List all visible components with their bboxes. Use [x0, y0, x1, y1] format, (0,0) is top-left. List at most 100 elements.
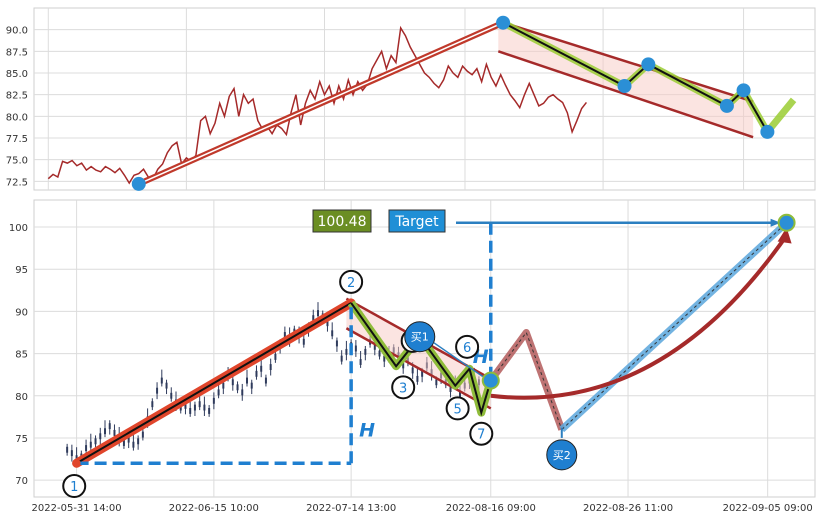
candle-body — [212, 397, 215, 404]
candle-body — [250, 382, 253, 389]
candle-body — [302, 338, 305, 345]
candle-body — [269, 364, 272, 371]
top-zigzag-inner — [502, 21, 769, 133]
candle-body — [283, 332, 286, 338]
buy1-connector — [433, 342, 484, 378]
candle-body — [260, 365, 263, 372]
candle-body — [141, 431, 144, 438]
candle-body — [231, 379, 234, 386]
candle-body — [274, 353, 277, 360]
candle-body — [217, 389, 220, 396]
candle-body — [222, 382, 225, 389]
bottom-y-tick-label: 90 — [15, 307, 28, 318]
bottom-x-tick-label: 2022-06-15 10:00 — [169, 503, 259, 514]
wave-label-circle — [445, 396, 470, 421]
top-y-tick-label: 72.5 — [6, 177, 28, 188]
top-marker-point — [719, 98, 734, 113]
candle-body — [189, 407, 192, 414]
buy-label-circle — [404, 321, 436, 353]
candle-body — [156, 387, 159, 394]
candle-body — [104, 428, 106, 435]
bottom-marker-point — [777, 213, 796, 232]
candle-body — [99, 433, 102, 440]
candle-body — [193, 404, 196, 411]
target-value-box — [312, 209, 372, 233]
bottom-y-tick-label: 80 — [15, 392, 28, 403]
buy-label-text: 买2 — [553, 449, 571, 462]
top-y-tick-label: 90.0 — [6, 26, 28, 37]
top-marker-point — [617, 79, 632, 93]
bottom-marker-point — [481, 371, 500, 390]
target-label-text: Target — [394, 214, 439, 230]
candle-body — [122, 440, 125, 446]
candle-body — [416, 375, 419, 382]
top-panel: 72.5 75.0 77.5 80.0 82.5 85.0 87.5 90.0 — [6, 7, 816, 191]
candle-body — [160, 377, 163, 384]
bottom-x-tick-label: 2022-08-16 09:00 — [446, 503, 536, 514]
candle-body — [373, 343, 376, 350]
candle-body — [421, 370, 424, 377]
target-arrow-head — [770, 218, 781, 227]
bottom-zigzag-inner — [350, 302, 492, 417]
candle-body — [459, 391, 461, 398]
candle-body — [402, 362, 405, 369]
wave-label-circle — [339, 269, 364, 294]
wave-label-text: 3 — [399, 381, 407, 396]
candle-body — [241, 389, 244, 396]
target-value-text: 100.48 — [318, 214, 367, 230]
wave-label-text: 6 — [463, 341, 471, 356]
candle-body — [85, 445, 88, 452]
candle-body — [236, 384, 239, 391]
wave-label-text: 5 — [453, 402, 461, 417]
wave-label-text: 2 — [347, 276, 355, 291]
bottom-y-tick-label: 95 — [15, 265, 28, 276]
candle-body — [312, 315, 315, 322]
candle-body — [203, 404, 206, 411]
top-y-tick-label: 77.5 — [6, 134, 28, 145]
top-marker-point — [496, 15, 511, 30]
candle-body — [335, 340, 338, 347]
candle-body — [264, 377, 267, 384]
candle-body — [246, 377, 248, 384]
top-y-tick-label: 75.0 — [6, 156, 28, 167]
wave-label-circle — [62, 474, 87, 499]
candle-body — [449, 386, 452, 392]
top-y-tick-label: 87.5 — [6, 47, 28, 58]
wave-label-circle — [391, 375, 416, 400]
target-label-box — [388, 209, 446, 233]
wave-label-circle — [469, 421, 494, 446]
bottom-y-tick-label: 70 — [15, 476, 28, 487]
wave-label-text: 1 — [70, 480, 78, 495]
candle-body — [317, 310, 319, 317]
bottom-y-tick-label: 75 — [15, 434, 28, 445]
top-y-tick-label: 80.0 — [6, 112, 28, 123]
candle-body — [170, 392, 173, 399]
curved-arrow — [490, 234, 789, 400]
candle-body — [89, 441, 92, 448]
candle-body — [198, 401, 201, 408]
candle-body — [435, 379, 438, 386]
buy-label-text: 买1 — [411, 331, 429, 344]
top-trend-line-inner — [138, 22, 504, 185]
bottom-x-tick-label: 2022-09-05 09:00 — [723, 503, 813, 514]
start-dot — [72, 459, 81, 468]
buy-label-circle — [546, 439, 578, 471]
candle-body — [359, 359, 362, 365]
bottom-x-tick-label: 2022-05-31 14:00 — [32, 503, 122, 514]
candle-body — [70, 450, 73, 457]
curved-arrow-head — [777, 227, 792, 244]
candle-body — [378, 350, 381, 357]
bottom-y-tick-label: 100 — [9, 223, 28, 234]
candle-body — [364, 348, 367, 355]
candle-body — [345, 348, 348, 355]
candle-body — [108, 423, 111, 430]
wave-label-text: 7 — [477, 428, 485, 443]
projection-line-blue-inner — [561, 222, 787, 430]
top-channel-upper — [497, 19, 754, 103]
top-marker-point — [736, 83, 751, 98]
candle-body — [383, 355, 386, 362]
top-price-line — [47, 25, 588, 185]
bottom-y-tick-label: 85 — [15, 350, 28, 361]
candle-body — [184, 402, 187, 409]
